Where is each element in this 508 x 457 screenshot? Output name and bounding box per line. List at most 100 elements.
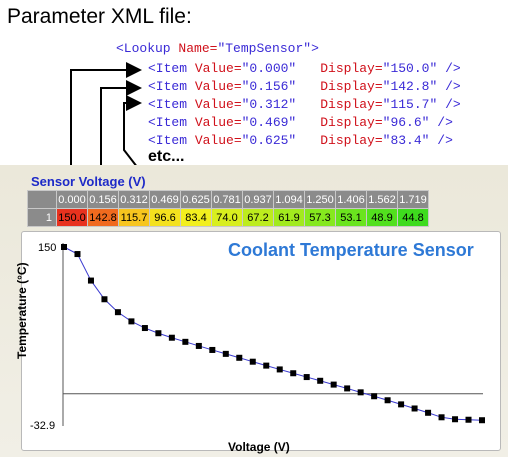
xml-tag: <Item <box>148 97 195 112</box>
table-value-cell: 57.3 <box>304 208 336 227</box>
table-header-cell: 0.469 <box>149 190 181 209</box>
xml-tag-close: /> <box>429 115 453 130</box>
chart-data-point <box>276 366 283 373</box>
xml-lookup-line: <Lookup Name="TempSensor"> <box>116 41 319 57</box>
chart-data-point <box>452 416 459 423</box>
chart-frame <box>21 231 501 451</box>
chart-data-point <box>155 330 162 337</box>
page-heading: Parameter XML file: <box>7 5 192 28</box>
chart-x-axis-label: Voltage (V) <box>228 440 290 454</box>
xml-attr: Display= <box>320 79 383 94</box>
arrow-2 <box>100 80 142 180</box>
table-value-cell: 67.2 <box>242 208 274 227</box>
chart-data-point <box>371 393 378 400</box>
chart-data-point <box>101 296 108 303</box>
xml-value: "0.156" <box>241 79 297 94</box>
sensor-voltage-label: Sensor Voltage (V) <box>31 174 146 189</box>
chart-data-point <box>398 401 405 408</box>
xml-value: "83.4" <box>382 133 430 148</box>
chart-y-min-tick: -32.9 <box>30 420 56 432</box>
chart-data-point <box>384 397 391 404</box>
chart-data-point <box>128 318 135 325</box>
chart-data-point <box>479 417 485 424</box>
chart-data-point <box>87 277 94 284</box>
table-value-cell: 74.0 <box>211 208 243 227</box>
table-header-cell: 0.000 <box>56 190 88 209</box>
xml-attr: Value= <box>194 97 242 112</box>
chart-data-point <box>263 362 270 369</box>
table-header-cell: 1.094 <box>273 190 305 209</box>
table-row-header: 1 <box>27 208 57 227</box>
chart-data-point <box>357 389 364 396</box>
chart-data-point <box>182 338 189 345</box>
xml-tag-close: /> <box>437 79 461 94</box>
chart-data-point <box>303 374 310 381</box>
arrow-1 <box>70 62 142 180</box>
table-value-cell: 83.4 <box>180 208 212 227</box>
table-header-cell: 0.156 <box>87 190 119 209</box>
xml-tag-close: /> <box>437 61 461 76</box>
chart-data-point <box>168 334 175 341</box>
xml-value: "142.8" <box>382 79 438 94</box>
chart-data-point <box>222 350 229 357</box>
table-value-cell: 150.0 <box>56 208 88 227</box>
table-value-row: 1 150.0 142.8 115.7 96.6 83.4 74.0 67.2 61.9 57.… <box>27 208 429 227</box>
xml-value: "0.469" <box>241 115 297 130</box>
xml-attr: Display= <box>320 115 383 130</box>
chart-data-point <box>317 377 324 384</box>
xml-attr: Value= <box>194 61 242 76</box>
xml-tag: <Item <box>148 133 195 148</box>
table-corner <box>27 190 57 209</box>
xml-attr: Value= <box>194 79 242 94</box>
xml-value: "0.000" <box>241 61 297 76</box>
xml-value: "150.0" <box>382 61 438 76</box>
xml-attr: Name= <box>178 41 218 56</box>
chart-data-point <box>61 244 67 250</box>
table-header-cell: 1.250 <box>304 190 336 209</box>
chart-data-point <box>465 416 472 423</box>
xml-attr: Value= <box>194 133 242 148</box>
chart-data-point <box>209 346 216 353</box>
table-value-cell: 142.8 <box>87 208 119 227</box>
xml-attr: Display= <box>320 133 383 148</box>
table-header-cell: 0.625 <box>180 190 212 209</box>
xml-tag-close: > <box>311 41 319 56</box>
xml-value: "96.6" <box>382 115 430 130</box>
table-value-cell: 96.6 <box>149 208 181 227</box>
chart-y-max-tick: 150 <box>38 242 57 254</box>
chart-y-axis-label: Temperature (°C) <box>15 262 29 359</box>
xml-value: "TempSensor" <box>217 41 312 56</box>
chart-data-point <box>236 354 243 361</box>
xml-item-line: <Item Value="0.469" Display="96.6" /> <box>148 115 453 131</box>
arrow-connectors <box>70 62 142 180</box>
xml-item-line: <Item Value="0.000" Display="150.0" /> <box>148 61 461 77</box>
xml-etc: etc... <box>148 148 185 165</box>
table-header-cell: 1.719 <box>397 190 429 209</box>
chart-data-point <box>344 385 351 392</box>
xml-attr: Value= <box>194 115 242 130</box>
table-header-cell: 1.562 <box>366 190 398 209</box>
table-header-cell: 1.406 <box>335 190 367 209</box>
chart-data-point <box>411 405 418 412</box>
chart-data-point <box>249 358 256 365</box>
table-value-cell: 44.8 <box>397 208 429 227</box>
chart-data-point <box>141 325 148 332</box>
xml-tag-close: /> <box>429 133 453 148</box>
chart-plot <box>61 243 485 426</box>
xml-tag: <Item <box>148 79 195 94</box>
chart-data-point <box>290 370 297 377</box>
xml-tag: <Item <box>148 61 195 76</box>
xml-tag: <Item <box>148 115 195 130</box>
table-value-cell: 61.9 <box>273 208 305 227</box>
table-header-cell: 0.312 <box>118 190 150 209</box>
xml-attr: Display= <box>320 61 383 76</box>
xml-tag: <Lookup <box>116 41 179 56</box>
chart-data-point <box>438 414 445 421</box>
xml-attr: Display= <box>320 97 383 112</box>
chart-data-point <box>425 409 432 416</box>
xml-tag-close: /> <box>437 97 461 112</box>
xml-value: "115.7" <box>382 97 438 112</box>
table-value-cell: 115.7 <box>118 208 150 227</box>
table-value-cell: 53.1 <box>335 208 367 227</box>
table-value-cell: 48.9 <box>366 208 398 227</box>
